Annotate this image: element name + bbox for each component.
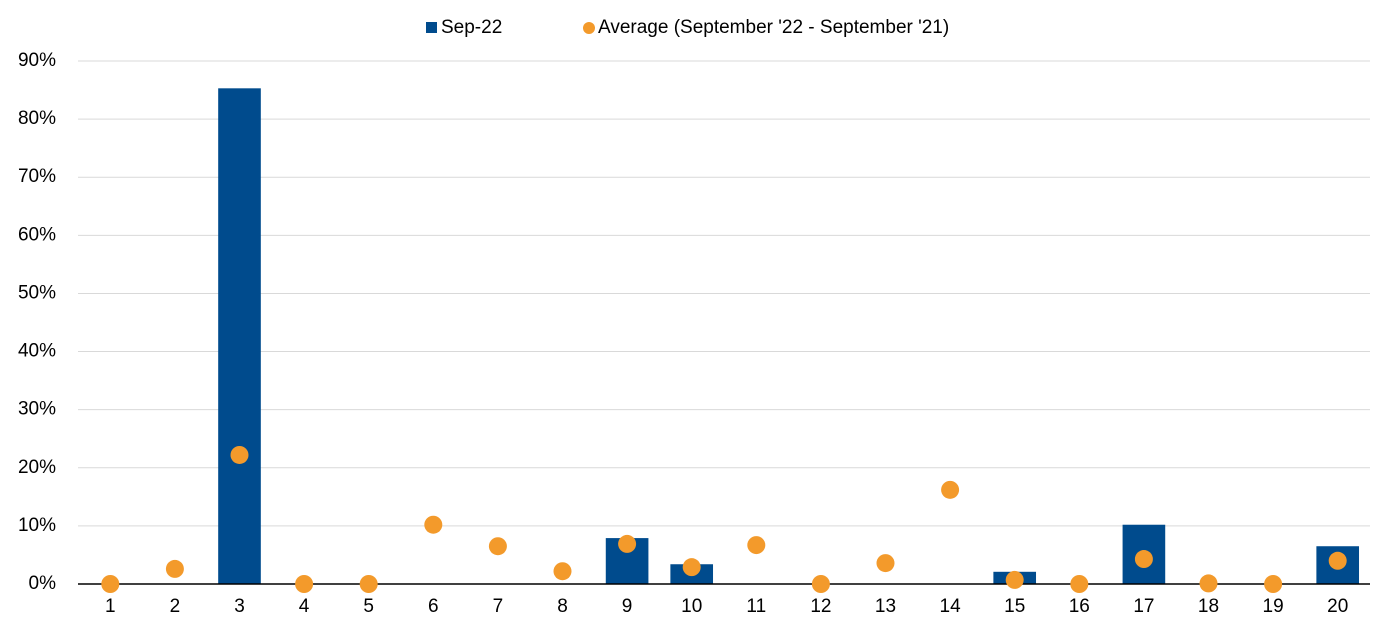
dot [618,534,637,553]
dot [1134,550,1153,569]
x-tick-label: 6 [428,596,439,617]
legend-swatch [426,22,437,33]
x-tick-label: 16 [1069,596,1090,617]
y-tick-label: 30% [18,399,56,420]
y-tick-label: 80% [18,108,56,129]
dot [1005,570,1024,589]
x-tick-label: 4 [299,596,310,617]
x-tick-label: 8 [557,596,568,617]
y-tick-label: 60% [18,224,56,245]
x-tick-label: 11 [746,596,766,617]
x-tick-label: 9 [622,596,633,617]
x-tick-label: 15 [1004,596,1025,617]
dot [941,480,960,499]
x-tick-label: 18 [1198,596,1219,617]
x-tick-label: 19 [1263,596,1284,617]
dot [1328,551,1347,570]
dot [359,575,378,593]
dot [747,536,766,555]
y-tick-label: 20% [18,457,56,478]
dot [295,575,314,593]
dot [165,559,184,578]
legend-label: Sep-22 [441,17,502,38]
dot [488,537,507,556]
dot [876,554,895,573]
x-tick-label: 17 [1133,596,1154,617]
y-tick-label: 40% [18,341,56,362]
y-tick-label: 10% [18,515,56,536]
x-tick-label: 14 [940,596,962,617]
x-tick-label: 20 [1327,596,1348,617]
legend-label: Average (September '22 - September '21) [598,17,949,38]
y-tick-label: 70% [18,166,56,187]
dot [811,575,830,593]
dot [1264,575,1283,593]
y-tick-label: 0% [29,573,57,594]
dot [682,558,701,577]
x-tick-label: 2 [170,596,181,617]
x-tick-label: 7 [493,596,504,617]
legend-swatch [583,22,595,34]
x-tick-label: 13 [875,596,896,617]
x-tick-label: 10 [681,596,702,617]
dot [1199,574,1218,593]
bar [218,88,261,584]
y-tick-label: 50% [18,282,56,303]
dot [553,562,572,581]
x-tick-label: 12 [810,596,831,617]
dot [1070,575,1089,593]
dot [424,515,443,534]
x-tick-label: 3 [234,596,245,617]
y-tick-label: 90% [18,50,56,71]
dot [101,575,120,593]
x-tick-label: 5 [363,596,374,617]
x-tick-label: 1 [105,596,116,617]
dot [230,445,249,464]
